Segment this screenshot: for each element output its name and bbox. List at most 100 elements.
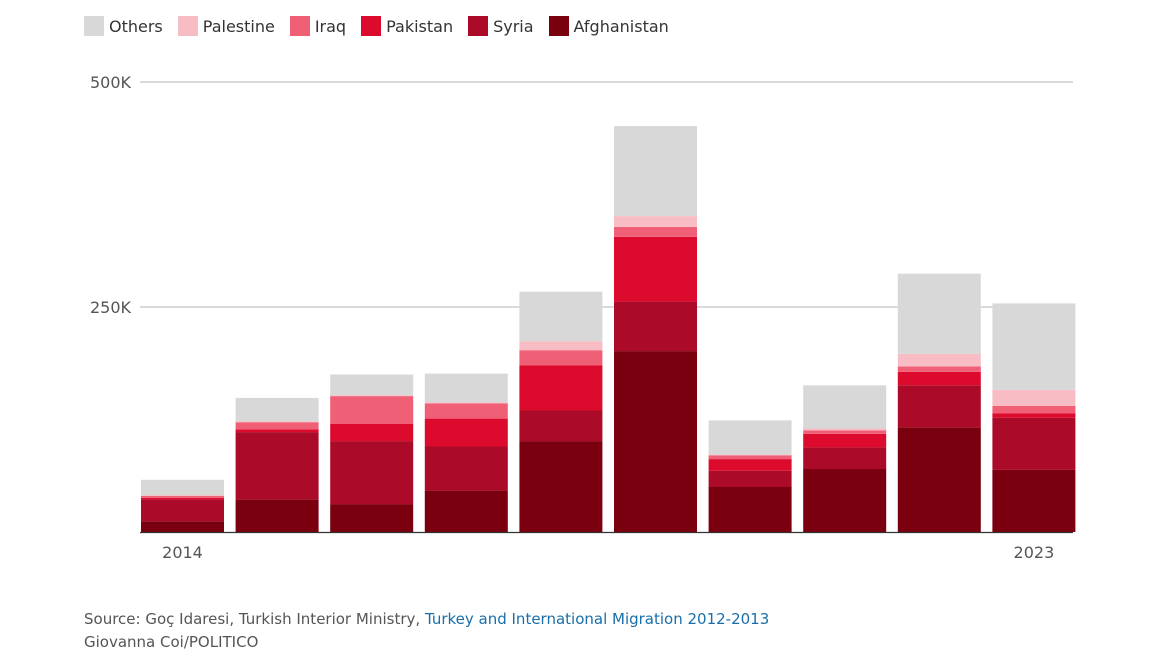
bar-stack-2020: [708, 420, 792, 532]
bar-segment-afghanistan: [803, 469, 887, 532]
bar-segment-syria: [330, 441, 414, 505]
legend-item-others: Others: [84, 16, 163, 36]
bar-segment-pakistan: [330, 424, 414, 442]
bar-stack-2021: [803, 385, 887, 532]
bar-stack-2022: [897, 273, 981, 532]
bar-segment-iraq: [424, 403, 508, 419]
legend-swatch: [84, 16, 104, 36]
y-tick-label: 250K: [90, 298, 132, 317]
bar-segment-afghanistan: [424, 490, 508, 532]
legend-label: Pakistan: [386, 16, 454, 36]
bar-segment-palestine: [141, 495, 224, 496]
x-tick-label: 2023: [1014, 543, 1055, 562]
bar-segment-syria: [235, 432, 319, 500]
legend-item-iraq: Iraq: [289, 16, 347, 36]
bar-stack-2018: [519, 291, 603, 532]
bar-segment-others: [330, 374, 414, 396]
bar-segment-others: [614, 126, 697, 217]
bar-segment-iraq: [992, 406, 1076, 414]
bar-stacks: [141, 126, 1076, 532]
legend-swatch: [548, 16, 569, 36]
bar-segment-pakistan: [897, 371, 981, 386]
source-link[interactable]: Turkey and International Migration 2012-…: [424, 610, 770, 628]
bar-stack-2017: [424, 373, 508, 532]
bar-segment-syria: [614, 301, 697, 352]
bar-segment-syria: [519, 410, 603, 442]
bar-segment-palestine: [330, 395, 414, 397]
bar-segment-palestine: [992, 389, 1076, 406]
bar-segment-pakistan: [519, 365, 603, 411]
bar-segment-palestine: [897, 353, 981, 367]
bar-segment-iraq: [897, 366, 981, 372]
legend-swatch: [468, 16, 489, 36]
bar-stack-2023: [992, 303, 1076, 532]
legend-item-pakistan: Pakistan: [361, 16, 453, 36]
bar-segment-palestine: [424, 402, 508, 404]
legend-label: Others: [109, 16, 163, 36]
bar-stack-2016: [330, 374, 414, 532]
bar-segment-afghanistan: [614, 351, 697, 532]
bar-segment-pakistan: [803, 433, 887, 448]
bar-segment-afghanistan: [235, 499, 319, 532]
bar-segment-others: [803, 385, 887, 429]
chart-legend: Others Palestine Iraq Pakistan Syria Afghanis…: [84, 14, 684, 38]
bar-segment-syria: [141, 499, 224, 522]
bar-segment-others: [897, 273, 981, 354]
legend-item-syria: Syria: [468, 16, 534, 36]
bar-segment-others: [992, 303, 1076, 390]
bar-segment-syria: [897, 385, 981, 428]
gridlines: 250K 500K: [90, 73, 1073, 317]
bar-segment-pakistan: [614, 236, 697, 302]
bar-segment-afghanistan: [708, 487, 792, 532]
bar-segment-afghanistan: [992, 469, 1076, 532]
bar-segment-palestine: [519, 341, 603, 351]
legend-label: Iraq: [314, 16, 347, 36]
axes: 2014 2023: [140, 531, 1073, 562]
bar-segment-palestine: [235, 421, 319, 423]
bar-segment-others: [235, 397, 319, 422]
legend-label: Palestine: [202, 16, 275, 36]
legend-label: Syria: [493, 16, 534, 36]
bar-segment-pakistan: [424, 418, 508, 447]
bar-segment-iraq: [708, 455, 792, 460]
bar-segment-palestine: [708, 454, 792, 456]
legend-item-afghanistan: Afghanistan: [548, 16, 669, 36]
legend-label: Afghanistan: [573, 16, 669, 36]
x-tick-label: 2014: [162, 543, 203, 562]
legend-swatch: [289, 16, 310, 36]
bar-segment-pakistan: [992, 413, 1076, 418]
bar-segment-syria: [708, 470, 792, 487]
bar-segment-iraq: [330, 396, 414, 424]
bar-segment-pakistan: [708, 459, 792, 471]
source-note: Source: Goç Idaresi, Turkish Interior Mi…: [84, 610, 769, 628]
bar-segment-afghanistan: [141, 521, 224, 532]
legend-item-palestine: Palestine: [177, 16, 275, 36]
bar-segment-syria: [424, 446, 508, 491]
bar-segment-palestine: [614, 216, 697, 227]
bar-segment-iraq: [803, 430, 887, 434]
bar-segment-pakistan: [235, 429, 319, 433]
bar-segment-iraq: [614, 226, 697, 237]
source-text: Source: Goç Idaresi, Turkish Interior Mi…: [84, 610, 425, 628]
bar-segment-afghanistan: [897, 427, 981, 532]
bar-segment-others: [519, 291, 603, 342]
y-tick-label: 500K: [90, 73, 132, 92]
bar-stack-2014: [141, 479, 224, 532]
bar-segment-pakistan: [141, 497, 224, 500]
bar-stack-2019: [614, 126, 697, 532]
bar-segment-iraq: [235, 422, 319, 430]
bar-segment-others: [141, 479, 224, 496]
bar-segment-iraq: [519, 350, 603, 366]
bar-segment-iraq: [141, 496, 224, 498]
bar-stack-2015: [235, 397, 319, 532]
stacked-bar-chart: 250K 500K 2014 2023: [90, 73, 1076, 562]
bar-segment-others: [708, 420, 792, 455]
bar-segment-syria: [992, 417, 1076, 470]
legend-swatch: [361, 16, 382, 36]
bar-segment-syria: [803, 447, 887, 469]
legend-swatch: [177, 16, 198, 36]
bar-segment-afghanistan: [330, 504, 414, 532]
bar-segment-others: [424, 373, 508, 403]
bar-segment-afghanistan: [519, 441, 603, 532]
credit-note: Giovanna Coi/POLITICO: [84, 633, 259, 651]
